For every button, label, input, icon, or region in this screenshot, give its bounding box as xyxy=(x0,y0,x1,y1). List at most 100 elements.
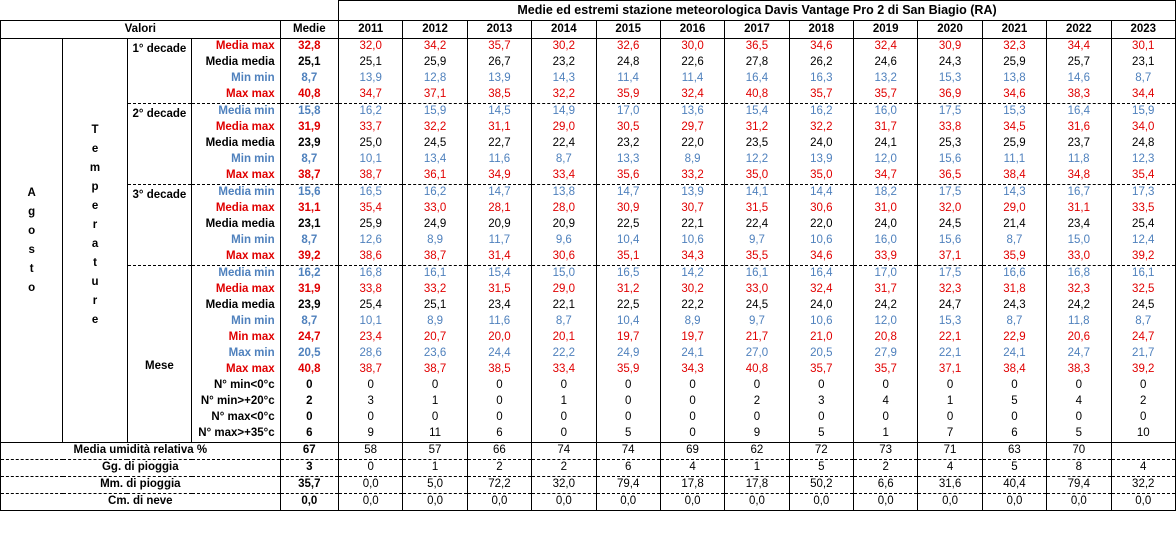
year-value: 8,9 xyxy=(402,233,468,249)
year-value: 8,7 xyxy=(1110,71,1176,87)
year-value: 33,0 xyxy=(724,282,790,298)
year-value: 25,0 xyxy=(337,136,404,152)
year-value: 0 xyxy=(659,410,726,426)
medie-value: 8,7 xyxy=(279,71,340,87)
month-letter: o xyxy=(28,281,36,294)
year-value: 25,9 xyxy=(981,136,1048,152)
year-value: 32,4 xyxy=(788,282,855,298)
year-value: 32,0 xyxy=(917,201,983,217)
year-value: 0 xyxy=(1046,378,1112,394)
year-value: 0 xyxy=(337,459,404,477)
year-value: 79,4 xyxy=(1046,476,1112,494)
year-value: 32,2 xyxy=(531,87,597,104)
temperature-letter: r xyxy=(92,295,98,307)
row-label: Media max xyxy=(191,38,281,55)
year-value: 13,2 xyxy=(852,71,919,87)
medie-value: 31,1 xyxy=(279,201,340,217)
year-value: 40,8 xyxy=(724,87,790,104)
month-letter: g xyxy=(28,205,36,218)
year-value: 13,9 xyxy=(788,152,855,168)
row-label: Max max xyxy=(191,168,281,185)
year-value: 32,4 xyxy=(852,38,919,55)
year-value: 9 xyxy=(337,426,404,443)
year-value: 3 xyxy=(337,394,404,410)
year-value: 12,8 xyxy=(402,71,468,87)
year-value: 24,0 xyxy=(788,298,855,314)
year-value: 11,8 xyxy=(1046,314,1112,330)
year-value: 38,5 xyxy=(466,87,533,104)
medie-value: 40,8 xyxy=(279,87,340,104)
year-value: 25,9 xyxy=(402,55,468,71)
year-value: 0 xyxy=(595,410,661,426)
year-value: 17,8 xyxy=(724,476,790,494)
year-value: 11,6 xyxy=(466,314,533,330)
year-value: 21,7 xyxy=(724,330,790,346)
row-label: N° min<0°c xyxy=(191,378,281,394)
year-value: 0 xyxy=(531,410,597,426)
year-value: 24,5 xyxy=(402,136,468,152)
year-value: 25,3 xyxy=(917,136,983,152)
year-value: 6 xyxy=(595,459,661,477)
period-label: Mese xyxy=(126,265,193,378)
year-value: 15,0 xyxy=(1046,233,1112,249)
year-value: 0,0 xyxy=(531,493,597,511)
year-value: 22,4 xyxy=(531,136,597,152)
year-value: 33,0 xyxy=(1046,249,1112,266)
year-value: 1 xyxy=(917,394,983,410)
year-value: 23,6 xyxy=(402,346,468,362)
medie-value: 8,7 xyxy=(279,314,340,330)
year-value: 0 xyxy=(337,410,404,426)
year-value: 16,8 xyxy=(1046,265,1112,282)
temperature-letter: u xyxy=(91,276,99,288)
year-value: 24,8 xyxy=(1110,136,1176,152)
year-value: 21,7 xyxy=(1110,346,1176,362)
year-value: 25,1 xyxy=(337,55,404,71)
year-value: 11,8 xyxy=(1046,152,1112,168)
temperature-letter: T xyxy=(91,124,99,136)
year-value: 20,9 xyxy=(466,217,533,233)
year-value: 20,8 xyxy=(852,330,919,346)
year-value: 31,2 xyxy=(595,282,661,298)
year-value: 33,5 xyxy=(1110,201,1176,217)
year-value: 8,7 xyxy=(981,233,1048,249)
medie-value: 8,7 xyxy=(279,152,340,168)
year-value: 10 xyxy=(1110,426,1176,443)
temperature-letter: r xyxy=(92,219,98,231)
year-value: 13,9 xyxy=(659,184,726,201)
period-label: 1° decade xyxy=(126,38,193,104)
medie-value: 32,8 xyxy=(279,38,340,55)
year-value: 34,3 xyxy=(659,249,726,266)
year-value: 20,5 xyxy=(788,346,855,362)
year-value: 36,5 xyxy=(917,168,983,185)
year-value: 13,9 xyxy=(337,71,404,87)
year-value: 14,3 xyxy=(531,71,597,87)
year-value: 0 xyxy=(531,426,597,443)
row-label: Media max xyxy=(191,120,281,136)
year-header: 2020 xyxy=(917,20,983,39)
year-value: 24,1 xyxy=(852,136,919,152)
year-value: 38,7 xyxy=(402,249,468,266)
year-value: 33,9 xyxy=(852,249,919,266)
year-value: 8,9 xyxy=(659,314,726,330)
year-value: 22,7 xyxy=(466,136,533,152)
year-value: 22,0 xyxy=(788,217,855,233)
year-value: 15,3 xyxy=(917,71,983,87)
year-value: 0 xyxy=(466,410,533,426)
year-value: 0,0 xyxy=(466,493,533,511)
year-value: 20,6 xyxy=(1046,330,1112,346)
year-value: 16,4 xyxy=(724,71,790,87)
row-label: Min min xyxy=(191,152,281,168)
year-value: 11 xyxy=(402,426,468,443)
year-value: 35,6 xyxy=(595,168,661,185)
year-value: 22,0 xyxy=(659,136,726,152)
year-value: 16,5 xyxy=(337,184,404,201)
year-value: 5 xyxy=(788,459,855,477)
year-value: 30,0 xyxy=(659,38,726,55)
year-value: 14,1 xyxy=(724,184,790,201)
year-value: 22,2 xyxy=(531,346,597,362)
year-value: 1 xyxy=(402,394,468,410)
year-value: 32,4 xyxy=(659,87,726,104)
medie-value: 0 xyxy=(279,410,340,426)
year-value: 0,0 xyxy=(402,493,468,511)
